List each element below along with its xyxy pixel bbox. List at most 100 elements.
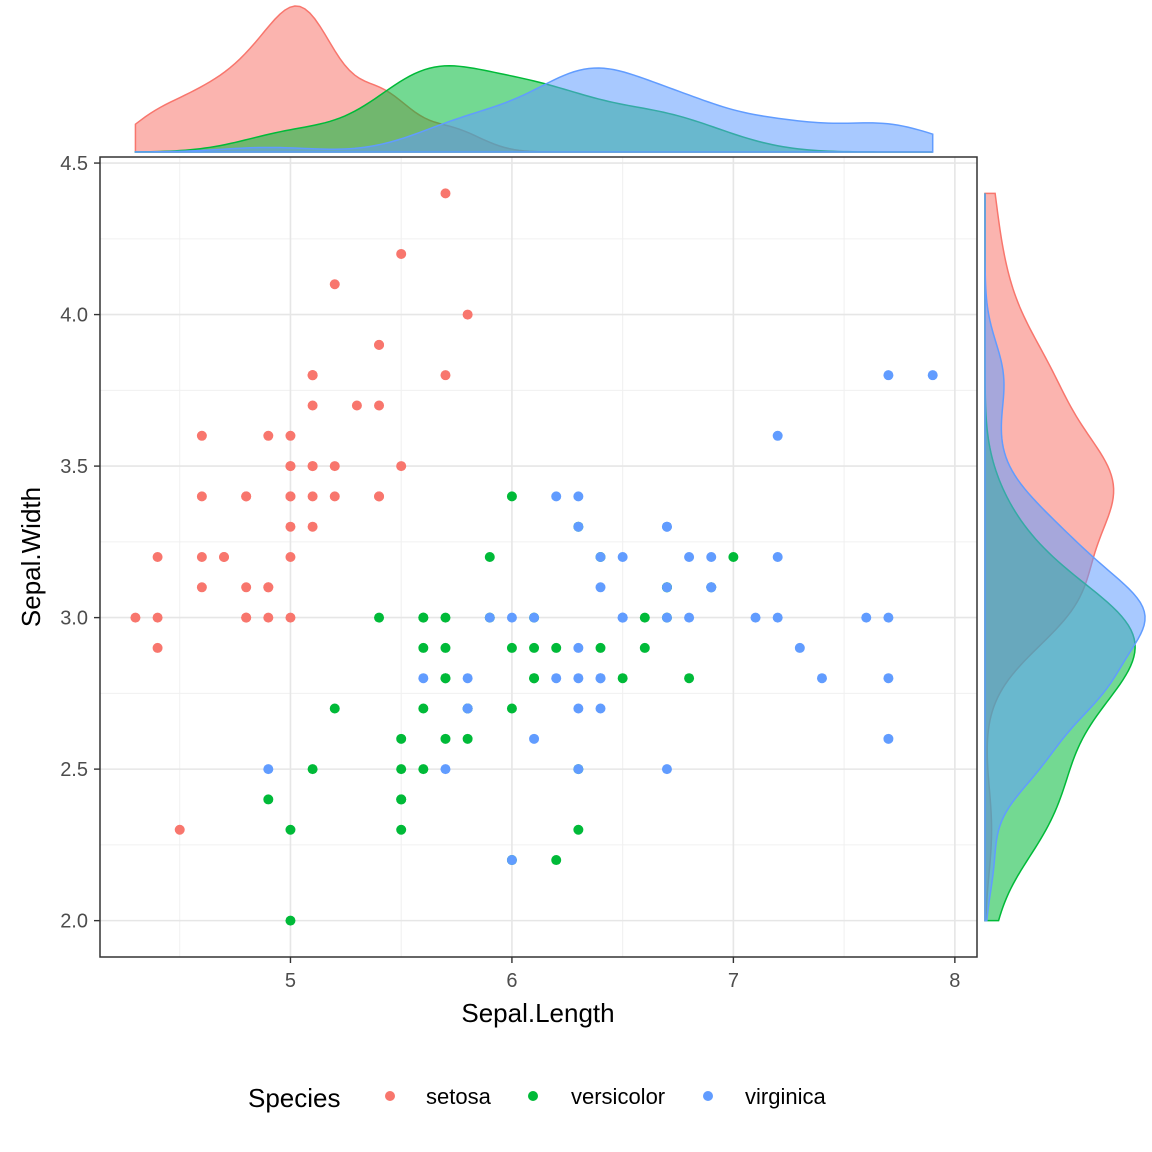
point-virginica bbox=[661, 582, 672, 593]
point-setosa bbox=[174, 824, 185, 835]
point-virginica bbox=[595, 673, 606, 684]
point-setosa bbox=[396, 461, 407, 472]
point-virginica bbox=[263, 764, 274, 775]
point-setosa bbox=[285, 612, 296, 623]
point-setosa bbox=[285, 521, 296, 532]
point-versicolor bbox=[374, 612, 385, 623]
point-setosa bbox=[374, 400, 385, 411]
legend: Species setosa versicolor virginica bbox=[248, 1083, 826, 1113]
legend-label-setosa: setosa bbox=[426, 1084, 492, 1109]
point-virginica bbox=[551, 673, 562, 684]
point-virginica bbox=[772, 552, 783, 562]
point-virginica bbox=[462, 703, 473, 714]
panel-background bbox=[100, 157, 977, 957]
point-versicolor bbox=[639, 612, 650, 623]
y-axis: 2.0 2.5 3.0 3.5 4.0 4.5 bbox=[60, 153, 100, 933]
point-virginica bbox=[573, 703, 584, 714]
density-x-virginica bbox=[134, 67, 934, 153]
point-versicolor bbox=[506, 703, 517, 714]
point-setosa bbox=[307, 521, 318, 532]
point-virginica bbox=[772, 612, 783, 623]
legend-key-virginica bbox=[703, 1091, 713, 1101]
point-setosa bbox=[152, 642, 163, 653]
point-setosa bbox=[241, 612, 252, 623]
point-setosa bbox=[285, 430, 296, 441]
point-setosa bbox=[329, 279, 340, 290]
point-virginica bbox=[883, 673, 894, 684]
point-versicolor bbox=[418, 764, 429, 775]
y-tick-label: 4.5 bbox=[60, 153, 88, 175]
point-setosa bbox=[196, 491, 207, 502]
y-tick-label: 3.0 bbox=[60, 608, 88, 630]
point-setosa bbox=[329, 461, 340, 472]
point-virginica bbox=[529, 612, 540, 623]
point-virginica bbox=[883, 733, 894, 744]
point-virginica bbox=[440, 764, 451, 775]
point-versicolor bbox=[396, 794, 407, 805]
point-versicolor bbox=[440, 673, 451, 684]
y-tick-label: 2.0 bbox=[60, 911, 88, 933]
point-virginica bbox=[772, 430, 783, 441]
point-setosa bbox=[285, 461, 296, 472]
point-setosa bbox=[374, 491, 385, 502]
point-setosa bbox=[241, 491, 252, 502]
point-virginica bbox=[661, 612, 672, 623]
point-virginica bbox=[573, 673, 584, 684]
point-virginica bbox=[484, 612, 495, 623]
legend-key-versicolor bbox=[528, 1091, 538, 1101]
point-versicolor bbox=[684, 673, 695, 684]
point-versicolor bbox=[285, 915, 296, 926]
point-virginica bbox=[506, 855, 517, 866]
panel-border bbox=[99, 156, 978, 958]
point-setosa bbox=[374, 339, 385, 350]
point-virginica bbox=[573, 491, 584, 502]
point-versicolor bbox=[418, 703, 429, 714]
legend-label-virginica: virginica bbox=[745, 1084, 826, 1109]
point-versicolor bbox=[418, 612, 429, 623]
point-virginica bbox=[617, 552, 628, 562]
point-versicolor bbox=[462, 733, 473, 744]
point-virginica bbox=[661, 764, 672, 775]
point-versicolor bbox=[307, 764, 318, 775]
point-versicolor bbox=[595, 642, 606, 653]
point-versicolor bbox=[418, 642, 429, 653]
legend-title: Species bbox=[248, 1083, 341, 1113]
point-versicolor bbox=[551, 855, 562, 866]
point-setosa bbox=[307, 491, 318, 502]
point-setosa bbox=[462, 309, 473, 320]
point-setosa bbox=[351, 400, 362, 411]
point-virginica bbox=[418, 673, 429, 684]
point-setosa bbox=[307, 400, 318, 411]
x-tick-label: 6 bbox=[506, 970, 517, 992]
point-setosa bbox=[152, 612, 163, 623]
point-versicolor bbox=[484, 552, 495, 562]
point-virginica bbox=[573, 642, 584, 653]
point-virginica bbox=[595, 582, 606, 593]
point-setosa bbox=[396, 248, 407, 259]
point-versicolor bbox=[506, 642, 517, 653]
point-setosa bbox=[219, 552, 230, 562]
point-versicolor bbox=[440, 612, 451, 623]
point-versicolor bbox=[728, 552, 739, 562]
point-setosa bbox=[263, 612, 274, 623]
point-virginica bbox=[573, 521, 584, 532]
point-versicolor bbox=[529, 673, 540, 684]
point-virginica bbox=[794, 642, 805, 653]
point-setosa bbox=[440, 370, 451, 381]
density-y-virginica bbox=[984, 193, 1146, 922]
y-tick-label: 3.5 bbox=[60, 456, 88, 478]
point-virginica bbox=[706, 552, 717, 562]
point-versicolor bbox=[639, 642, 650, 653]
point-versicolor bbox=[396, 733, 407, 744]
x-axis-title: Sepal.Length bbox=[461, 998, 614, 1028]
point-setosa bbox=[285, 491, 296, 502]
point-setosa bbox=[440, 188, 451, 199]
point-versicolor bbox=[440, 642, 451, 653]
top-marginal-density bbox=[134, 5, 934, 153]
y-tick-label: 2.5 bbox=[60, 759, 88, 781]
point-virginica bbox=[573, 764, 584, 775]
point-virginica bbox=[861, 612, 872, 623]
data-points bbox=[130, 188, 938, 926]
point-virginica bbox=[462, 673, 473, 684]
legend-key-setosa bbox=[385, 1091, 395, 1101]
